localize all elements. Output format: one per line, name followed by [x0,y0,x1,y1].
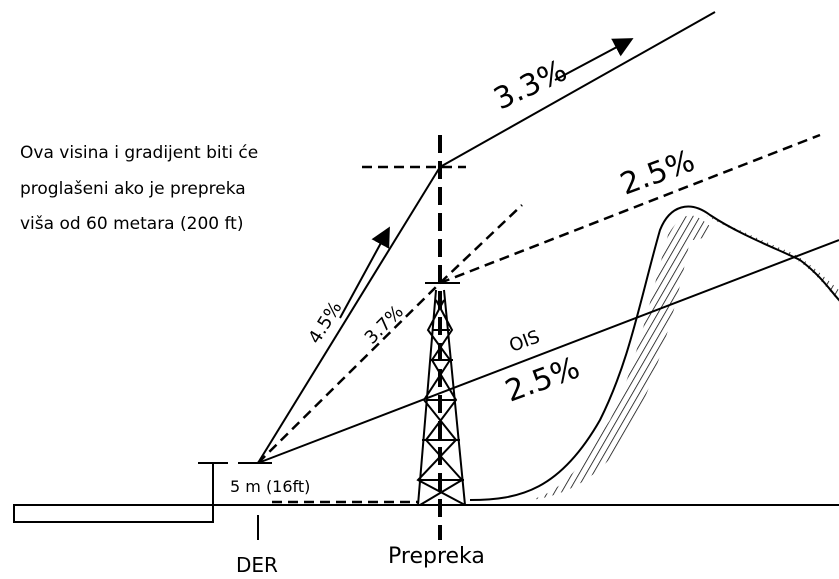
label: 4.5% [304,298,346,348]
label: 2.5% [616,144,700,203]
note-line: proglašeni ako je prepreka [20,179,246,199]
label: OIS [507,326,543,356]
label: 3.7% [361,301,408,348]
runway [13,462,839,540]
mountain [469,205,839,501]
label: Prepreka [388,544,485,569]
label: 3.3% [489,53,573,117]
label: DER [236,553,278,577]
label: 2.5% [501,351,585,410]
note: Ova visina i gradijent biti će proglašen… [20,143,258,234]
note-line: viša od 60 metara (200 ft) [20,214,243,234]
surfaces [257,11,839,464]
note-line: Ova visina i gradijent biti će [20,143,258,163]
label: 5 m (16ft) [230,477,310,496]
